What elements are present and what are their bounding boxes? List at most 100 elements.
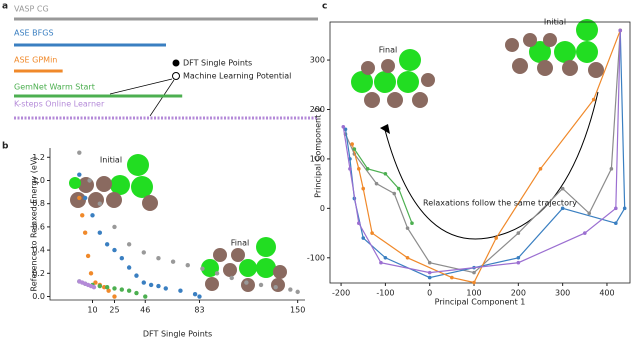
panel-label: c [322,2,327,12]
data-point [396,186,401,191]
y-axis-label: Principal Component 2 [314,107,323,198]
data-point [141,280,146,285]
data-point [295,289,300,295]
data-point [97,230,103,235]
data-point [379,260,383,265]
data-point [163,286,168,291]
data-point [450,275,454,280]
data-point [77,150,82,155]
annotation: Relaxations follow the same trajectory [423,199,577,208]
x-tick-label: 100 [466,289,481,298]
data-point [374,181,379,186]
data-point [357,221,361,225]
row-label: GemNet Warm Start [14,83,95,92]
legend-label: DFT Single Points [183,59,252,68]
data-point [97,201,103,206]
x-tick-label: 400 [599,289,614,298]
x-tick-label: 300 [555,289,570,298]
y-tick-label: 0.8 [32,199,45,208]
x-axis-label: DFT Single Points [143,330,212,339]
data-point [516,260,521,265]
y-tick-label: 1.0 [32,176,45,185]
data-point [516,255,521,260]
data-point [341,124,346,129]
data-point [91,285,97,290]
data-point [112,286,117,291]
y-tick-label: 200 [310,105,325,114]
data-point [273,285,278,290]
data-point [112,294,117,299]
data-point [170,259,176,264]
data-point [156,283,161,289]
data-point [192,291,198,297]
x-tick-label: 200 [511,289,526,298]
data-point [357,167,361,171]
annotation: Final [231,239,249,248]
data-point [104,242,110,247]
data-point [383,171,388,176]
annotation: Initial [100,156,122,165]
data-point [119,287,125,292]
x-tick-label: -200 [332,289,350,298]
arrow [149,79,175,117]
data-point [365,167,370,171]
panel-label: b [2,142,9,152]
y-tick-label: 0 [320,204,325,213]
data-point [229,275,234,281]
data-point [350,142,354,146]
x-tick-label: 83 [194,306,204,315]
data-point [618,28,623,33]
axes-frame [329,21,631,284]
data-point [560,186,565,191]
data-point [143,294,148,299]
data-point [410,221,414,225]
x-tick-label: 46 [140,306,150,315]
data-point [405,226,410,230]
data-point [185,262,190,268]
data-point [538,167,543,171]
data-point [405,255,410,260]
data-point [392,191,397,196]
data-point [97,283,103,289]
row-label: VASP CG [14,5,49,14]
data-point [472,270,476,275]
data-point [77,172,82,177]
data-point [348,167,352,171]
data-point [288,287,293,292]
data-point [370,231,374,235]
x-tick-label: 150 [290,306,305,315]
data-point [427,260,432,265]
structure-final [201,237,287,292]
data-point [494,236,498,240]
data-point [516,231,521,235]
data-point [622,206,627,211]
data-point [361,186,366,191]
annotation: Initial [544,18,566,27]
data-point [87,178,92,183]
data-point [244,280,249,285]
data-point [134,290,139,296]
data-point [126,242,132,247]
x-tick-label: 25 [109,306,119,315]
row-label: ASE GPMin [14,56,57,65]
data-point [88,271,94,276]
data-point [85,253,91,259]
axes-frame [49,148,305,301]
data-point [82,195,88,201]
data-point [104,285,110,290]
x-tick-label: 0 [427,289,432,298]
data-point [609,167,614,171]
legend-label: Machine Learning Potential [183,72,291,81]
data-point [77,195,82,201]
trajectory [344,30,621,274]
data-point [383,255,388,260]
y-axis-label: Reference to Relaxed Energy (eV) [30,157,39,292]
arrow [109,78,173,95]
data-point [361,236,366,240]
x-tick-label: -100 [376,289,394,298]
data-point [200,266,205,271]
y-tick-label: 0.4 [32,246,45,255]
y-tick-label: -100 [307,253,325,262]
data-point [583,231,587,235]
